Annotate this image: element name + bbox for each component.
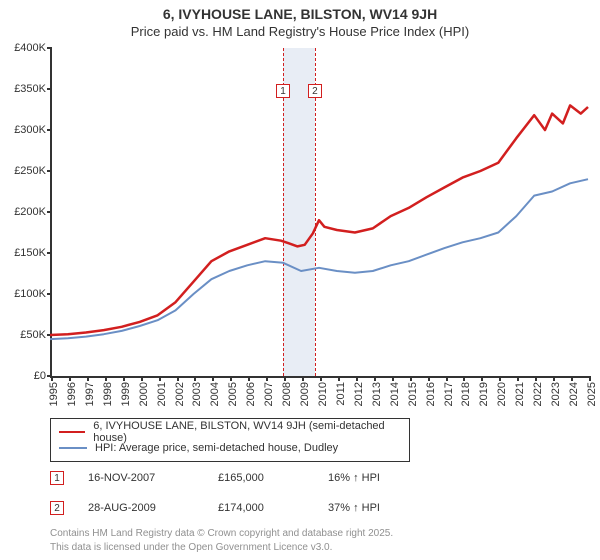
x-tick-label: 2016 — [425, 382, 437, 406]
footer-line-2: This data is licensed under the Open Gov… — [50, 541, 393, 555]
footer-attribution: Contains HM Land Registry data © Crown c… — [50, 527, 393, 554]
x-tick-label: 2015 — [407, 382, 419, 406]
sales-row: 1 16-NOV-2007 £165,000 16% ↑ HPI — [50, 466, 428, 490]
x-tick-label: 2020 — [496, 382, 508, 406]
title-line-1: 6, IVYHOUSE LANE, BILSTON, WV14 9JH — [0, 6, 600, 22]
x-tick-label: 2004 — [209, 382, 221, 406]
x-tick-label: 2000 — [138, 382, 150, 406]
legend-row: 6, IVYHOUSE LANE, BILSTON, WV14 9JH (sem… — [59, 424, 401, 440]
sale-diff: 16% ↑ HPI — [328, 472, 428, 484]
sale-diff: 37% ↑ HPI — [328, 502, 428, 514]
title-line-2: Price paid vs. HM Land Registry's House … — [0, 24, 600, 39]
y-tick-label: £0 — [0, 370, 46, 382]
series-line-price_paid — [50, 105, 588, 335]
y-tick-label: £50K — [0, 329, 46, 341]
legend-swatch — [59, 431, 85, 433]
title-block: 6, IVYHOUSE LANE, BILSTON, WV14 9JH Pric… — [0, 0, 600, 39]
x-tick-label: 2025 — [586, 382, 598, 406]
x-tick-label: 2012 — [353, 382, 365, 406]
footer-line-1: Contains HM Land Registry data © Crown c… — [50, 527, 393, 541]
series-line-hpi — [50, 179, 588, 339]
x-tick-label: 2006 — [245, 382, 257, 406]
x-tick-label: 1999 — [120, 382, 132, 406]
y-tick-label: £200K — [0, 206, 46, 218]
sales-row: 2 28-AUG-2009 £174,000 37% ↑ HPI — [50, 496, 428, 520]
x-tick-label: 2017 — [443, 382, 455, 406]
x-tick-label: 1995 — [48, 382, 60, 406]
sale-date: 28-AUG-2009 — [88, 502, 218, 514]
y-tick-label: £100K — [0, 288, 46, 300]
y-tick-label: £250K — [0, 165, 46, 177]
sale-price: £174,000 — [218, 502, 328, 514]
legend-swatch — [59, 447, 87, 449]
legend-label: 6, IVYHOUSE LANE, BILSTON, WV14 9JH (sem… — [93, 420, 401, 444]
x-tick-label: 2022 — [532, 382, 544, 406]
sale-date: 16-NOV-2007 — [88, 472, 218, 484]
x-tick-label: 2009 — [299, 382, 311, 406]
sale-price: £165,000 — [218, 472, 328, 484]
sales-table: 1 16-NOV-2007 £165,000 16% ↑ HPI 2 28-AU… — [50, 466, 428, 520]
chart-container: 6, IVYHOUSE LANE, BILSTON, WV14 9JH Pric… — [0, 0, 600, 560]
x-tick-label: 2011 — [335, 382, 347, 406]
x-tick-label: 2013 — [371, 382, 383, 406]
x-tick-label: 1997 — [84, 382, 96, 406]
legend: 6, IVYHOUSE LANE, BILSTON, WV14 9JH (sem… — [50, 418, 410, 462]
y-tick-label: £150K — [0, 247, 46, 259]
x-tick-label: 2002 — [174, 382, 186, 406]
x-tick-label: 2023 — [550, 382, 562, 406]
y-tick-label: £350K — [0, 83, 46, 95]
sale-marker-icon: 2 — [50, 501, 64, 515]
legend-label: HPI: Average price, semi-detached house,… — [95, 442, 338, 454]
x-tick-label: 2008 — [281, 382, 293, 406]
y-tick-label: £300K — [0, 124, 46, 136]
sale-marker-icon: 1 — [50, 471, 64, 485]
x-tick-label: 1998 — [102, 382, 114, 406]
x-tick-label: 2005 — [227, 382, 239, 406]
x-tick-label: 2018 — [460, 382, 472, 406]
x-tick-label: 2010 — [317, 382, 329, 406]
x-tick-label: 1996 — [66, 382, 78, 406]
x-tick-label: 2024 — [568, 382, 580, 406]
y-tick-label: £400K — [0, 42, 46, 54]
chart-lines — [50, 48, 590, 378]
x-tick-label: 2021 — [514, 382, 526, 406]
x-tick-label: 2003 — [191, 382, 203, 406]
x-tick-label: 2001 — [156, 382, 168, 406]
x-tick-label: 2014 — [389, 382, 401, 406]
chart-area: 12 £0£50K£100K£150K£200K£250K£300K£350K£… — [50, 48, 590, 378]
x-tick-label: 2019 — [478, 382, 490, 406]
x-tick-label: 2007 — [263, 382, 275, 406]
